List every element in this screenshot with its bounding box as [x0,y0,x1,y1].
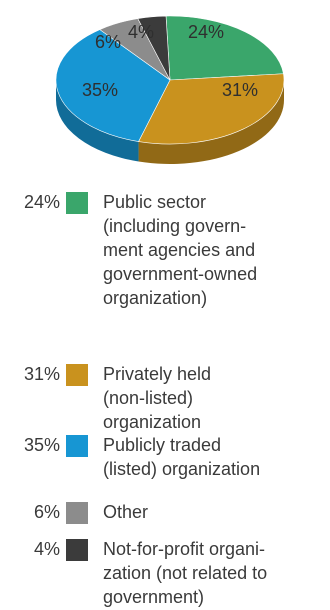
legend-label-line: Publicly traded [103,435,222,455]
pie-slice-label-1: 31% [222,80,258,100]
legend-swatch [66,192,88,214]
legend-percent: 4% [33,539,60,559]
pie-chart: 24% 31% 35% 6% 4% [55,15,285,164]
legend-label-line: organization) [103,288,208,308]
legend-label-line: (including govern- [103,216,247,236]
legend-label-line: zation (not related to [103,563,268,583]
legend-label: Privately held (non-listed) organization [103,362,325,434]
legend-label-line: government) [103,587,205,607]
pie-slice-0 [165,15,284,81]
pie-slice-2 [55,29,171,142]
pie-slice-label-2: 35% [82,80,118,100]
legend-swatch [66,435,88,457]
legend-label: Not-for-profit organi-zation (not relate… [103,537,325,609]
legend-label-line: Privately held [103,364,212,384]
legend-swatch [66,502,88,524]
legend-swatch [66,364,88,386]
legend-swatch [66,539,88,561]
legend-percent: 31% [23,364,60,384]
legend-label-line: (listed) organization [103,459,261,479]
legend-label: Public sector (including govern-ment agen… [103,190,325,310]
pie-slice-1 [138,73,285,145]
pie-side-2 [56,80,139,162]
legend-label: Other [103,500,325,524]
legend-label-line: ment agencies and [103,240,256,260]
pie-slice-label-3: 6% [95,32,121,52]
legend-label-line: government-owned [103,264,258,284]
legend-percent: 6% [33,502,60,522]
legend-label-line: Other [103,502,149,522]
legend-label-line: Not-for-profit organi- [103,539,266,559]
legend-percent: 35% [23,435,60,455]
pie-side-1 [138,80,284,164]
legend-label-line: organization [103,412,202,432]
legend-label-line: (non-listed) [103,388,194,408]
pie-slice-label-4: 4% [128,22,154,42]
legend-percent: 24% [23,192,60,212]
legend-label-line: Public sector [103,192,207,212]
pie-slice-4 [137,15,171,81]
pie-slice-label-0: 24% [188,22,224,42]
legend-label: Publicly traded (listed) organization [103,433,325,481]
